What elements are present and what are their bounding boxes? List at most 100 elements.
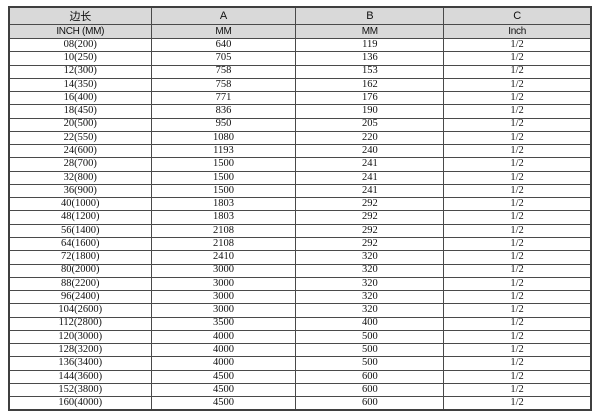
table-cell: 24(600) [8,144,152,159]
table-cell: 1/2 [443,369,592,384]
table-row: 10(250) 705 136 1/2 [8,51,592,66]
table-cell: 241 [295,170,445,185]
table-cell: 1/2 [443,104,592,119]
table-cell: 160(4000) [8,396,152,411]
table-cell: 400 [295,316,445,331]
table-cell: 1/2 [443,183,592,199]
table-row: 112(2800) 3500 400 1/2 [8,316,592,331]
table-cell: 1/2 [443,276,592,292]
table-cell: 3500 [150,316,297,331]
table-cell: 162 [295,77,445,93]
table-row: 20(500) 950 205 1/2 [8,117,592,132]
table-cell: 1/2 [443,210,592,225]
table-cell: 1/2 [443,37,592,53]
table-cell: 1/2 [443,170,592,185]
table-cell: 1193 [150,144,297,159]
table-cell: 3000 [150,290,297,305]
table-cell: 1/2 [443,290,592,305]
table-cell: 1/2 [443,303,592,318]
table-row: 14(350) 758 162 1/2 [8,77,592,93]
table-cell: 2410 [150,250,297,265]
table-cell: 705 [150,51,297,66]
col-header-c: C [443,6,592,25]
table-row: 80(2000) 3000 320 1/2 [8,263,592,278]
table-header: 边长 A B C INCH (MM) MM MM Inch [8,6,592,39]
table-cell: 12(300) [8,64,152,79]
table-cell: 600 [295,382,445,398]
subheader-row: INCH (MM) MM MM Inch [8,24,592,39]
table-cell: 1/2 [443,263,592,278]
table-cell: 64(1600) [8,236,152,252]
col-header-a: A [150,6,297,25]
table-cell: 292 [295,210,445,225]
table-cell: 3000 [150,276,297,292]
table-row: 88(2200) 3000 320 1/2 [8,276,592,292]
col-subheader-a-unit: MM [150,24,297,39]
table-cell: 88(2200) [8,276,152,292]
table-cell: 4500 [150,396,297,411]
table-cell: 1/2 [443,329,592,345]
table-cell: 1/2 [443,157,592,172]
table-cell: 1/2 [443,250,592,265]
table-row: 128(3200) 4000 500 1/2 [8,343,592,358]
table-cell: 205 [295,117,445,132]
table-cell: 176 [295,91,445,106]
table-cell: 4000 [150,343,297,358]
table-row: 12(300) 758 153 1/2 [8,64,592,79]
table-row: 16(400) 771 176 1/2 [8,91,592,106]
table-cell: 1/2 [443,64,592,79]
table-cell: 136(3400) [8,356,152,371]
table-cell: 3000 [150,303,297,318]
table-cell: 1/2 [443,316,592,331]
table-cell: 152(3800) [8,382,152,398]
table-row: 72(1800) 2410 320 1/2 [8,250,592,265]
table-cell: 1/2 [443,77,592,93]
table-cell: 1/2 [443,51,592,66]
table-cell: 120(3000) [8,329,152,345]
table-cell: 600 [295,369,445,384]
table-cell: 80(2000) [8,263,152,278]
table-cell: 08(200) [8,37,152,53]
table-cell: 128(3200) [8,343,152,358]
table-cell: 40(1000) [8,197,152,212]
header-row: 边长 A B C [8,6,592,25]
col-header-b: B [295,6,445,25]
table-cell: 640 [150,37,297,53]
table-cell: 758 [150,77,297,93]
table-cell: 292 [295,236,445,252]
table-cell: 241 [295,157,445,172]
table-cell: 320 [295,276,445,292]
table-row: 40(1000) 1803 292 1/2 [8,197,592,212]
table-cell: 320 [295,303,445,318]
table-cell: 500 [295,343,445,358]
table-row: 136(3400) 4000 500 1/2 [8,356,592,371]
table-cell: 292 [295,223,445,238]
table-row: 152(3800) 4500 600 1/2 [8,382,592,398]
table-cell: 136 [295,51,445,66]
col-subheader-b-unit: MM [295,24,445,39]
table-row: 24(600) 1193 240 1/2 [8,144,592,159]
table-row: 120(3000) 4000 500 1/2 [8,329,592,345]
col-subheader-side-length-unit: INCH (MM) [8,24,152,39]
table-cell: 16(400) [8,91,152,106]
table-cell: 10(250) [8,51,152,66]
table-cell: 1500 [150,183,297,199]
table-cell: 4500 [150,382,297,398]
table-cell: 20(500) [8,117,152,132]
table-row: 32(800) 1500 241 1/2 [8,170,592,185]
table-cell: 18(450) [8,104,152,119]
table-cell: 4000 [150,356,297,371]
table-cell: 500 [295,329,445,345]
table-cell: 48(1200) [8,210,152,225]
table-cell: 1080 [150,130,297,146]
table-cell: 1500 [150,157,297,172]
table-row: 56(1400) 2108 292 1/2 [8,223,592,238]
table-row: 08(200) 640 119 1/2 [8,37,592,53]
table-cell: 1/2 [443,343,592,358]
table-body: 08(200) 640 119 1/2 10(250) 705 136 1/2 12(300) 7… [8,37,592,411]
table-cell: 758 [150,64,297,79]
table-row: 22(550) 1080 220 1/2 [8,130,592,146]
table-cell: 72(1800) [8,250,152,265]
table-cell: 96(2400) [8,290,152,305]
table-cell: 500 [295,356,445,371]
